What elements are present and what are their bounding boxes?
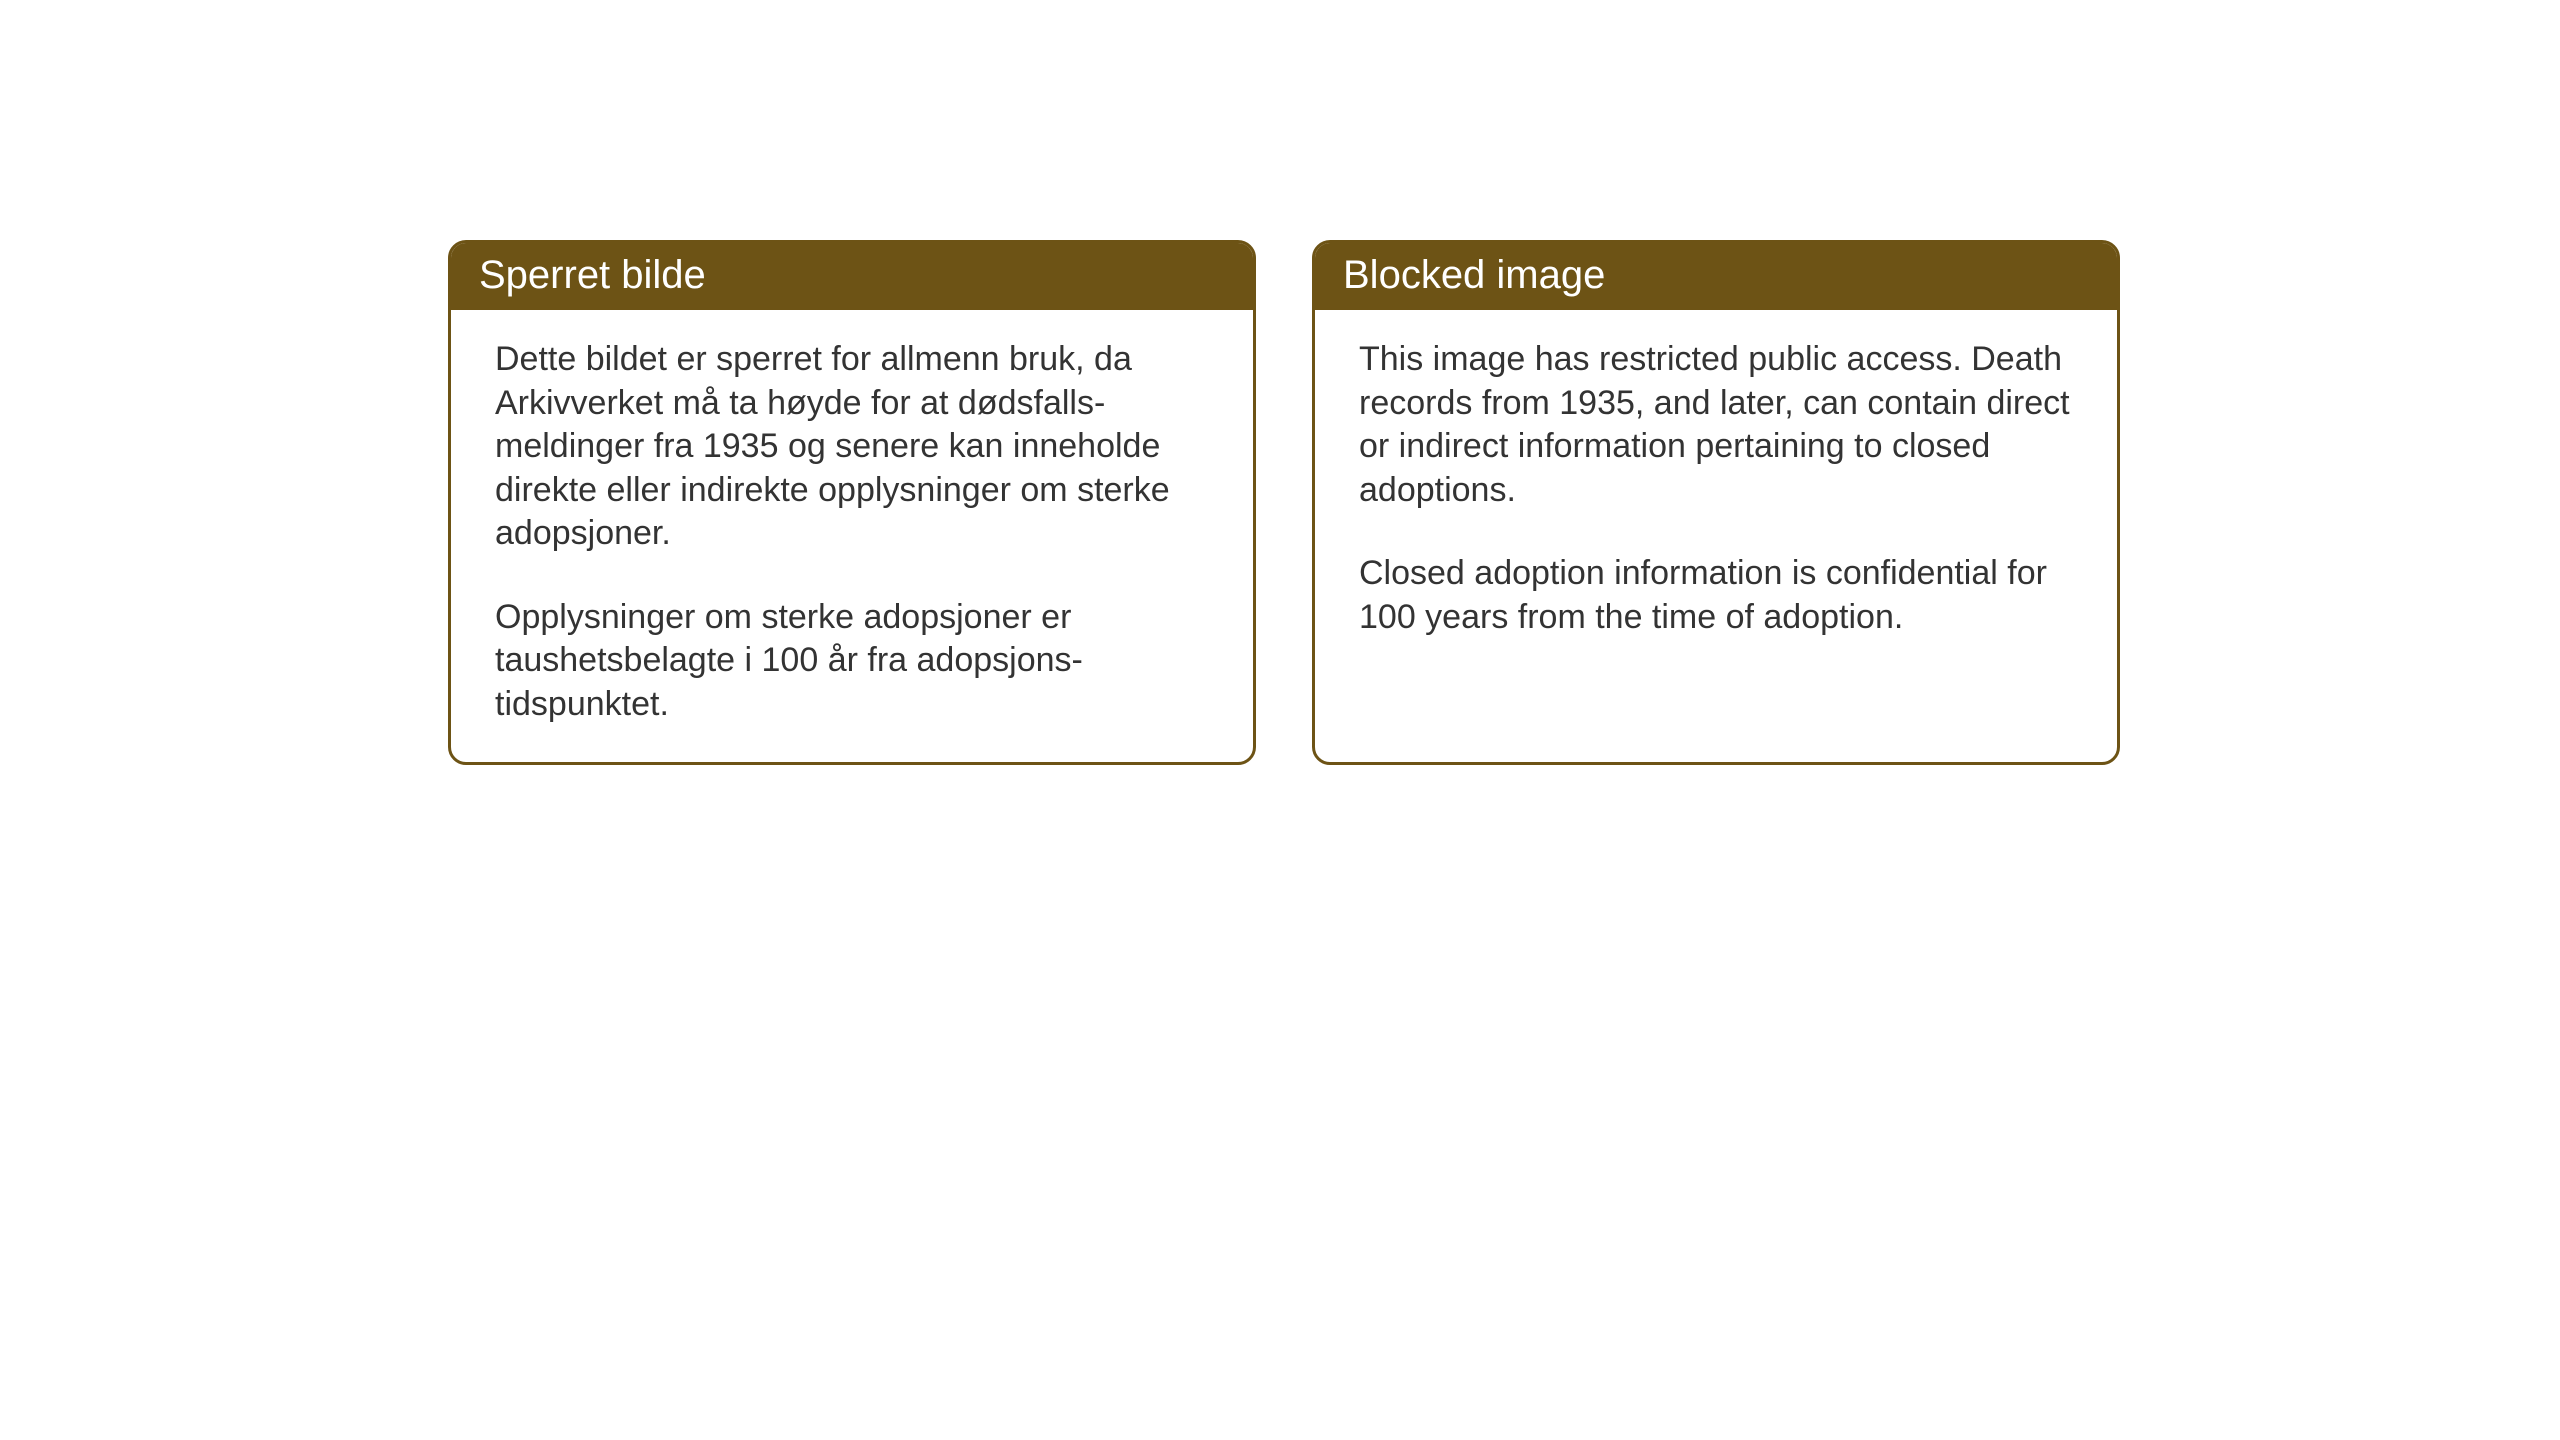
english-paragraph-2: Closed adoption information is confident… [1359, 552, 2073, 639]
norwegian-card-body: Dette bildet er sperret for allmenn bruk… [451, 310, 1253, 762]
norwegian-notice-card: Sperret bilde Dette bildet er sperret fo… [448, 240, 1256, 765]
english-notice-card: Blocked image This image has restricted … [1312, 240, 2120, 765]
norwegian-card-title: Sperret bilde [451, 243, 1253, 310]
english-card-body: This image has restricted public access.… [1315, 310, 2117, 675]
english-paragraph-1: This image has restricted public access.… [1359, 338, 2073, 512]
norwegian-paragraph-2: Opplysninger om sterke adopsjoner er tau… [495, 596, 1209, 727]
notice-container: Sperret bilde Dette bildet er sperret fo… [0, 0, 2560, 765]
english-card-title: Blocked image [1315, 243, 2117, 310]
norwegian-paragraph-1: Dette bildet er sperret for allmenn bruk… [495, 338, 1209, 556]
